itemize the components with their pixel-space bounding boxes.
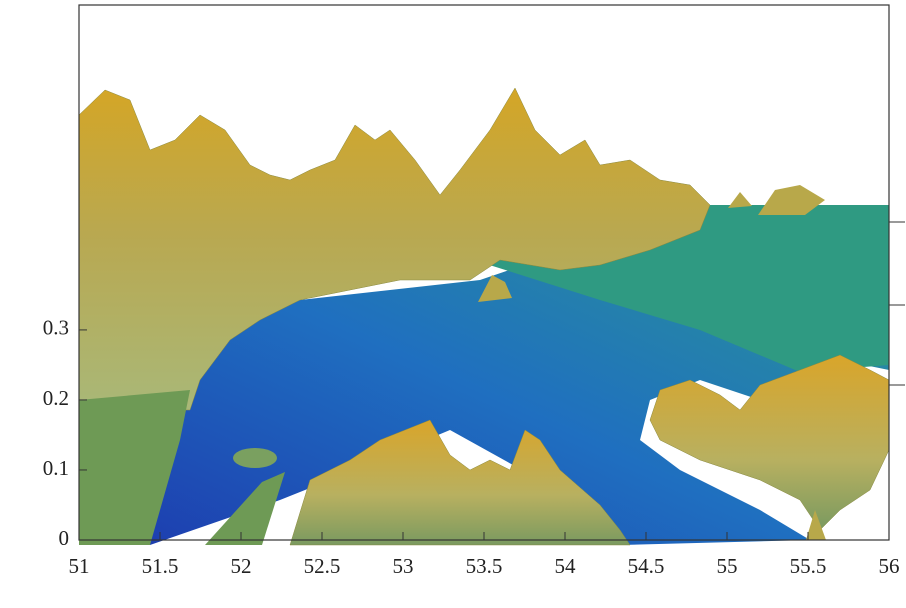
x-tick-label: 55 — [717, 554, 738, 578]
x-tick-label: 51.5 — [142, 554, 179, 578]
island — [233, 448, 277, 468]
x-tick-label: 52.5 — [304, 554, 341, 578]
y-tick-label: 0.1 — [43, 456, 69, 480]
islet — [728, 192, 752, 208]
x-tick-label: 51 — [69, 554, 90, 578]
y-tick-label: 0.3 — [43, 316, 69, 340]
x-tick-label: 53.5 — [466, 554, 503, 578]
x-tick-label: 54.5 — [628, 554, 665, 578]
x-tick-label: 54 — [555, 554, 577, 578]
chart: 51 51.5 52 52.5 53 53.5 54 54.5 55 55.5 56 0 0.1 0.2 0… — [0, 0, 906, 603]
x-tick-label: 56 — [879, 554, 900, 578]
x-tick-label: 52 — [231, 554, 252, 578]
x-tick-label: 55.5 — [790, 554, 827, 578]
y-tick-label: 0 — [59, 526, 70, 550]
x-tick-label: 53 — [393, 554, 414, 578]
page: {"chart_data": {"type": "surface", "xlim… — [0, 0, 906, 603]
terrain — [79, 88, 889, 545]
y-tick-label: 0.2 — [43, 386, 69, 410]
